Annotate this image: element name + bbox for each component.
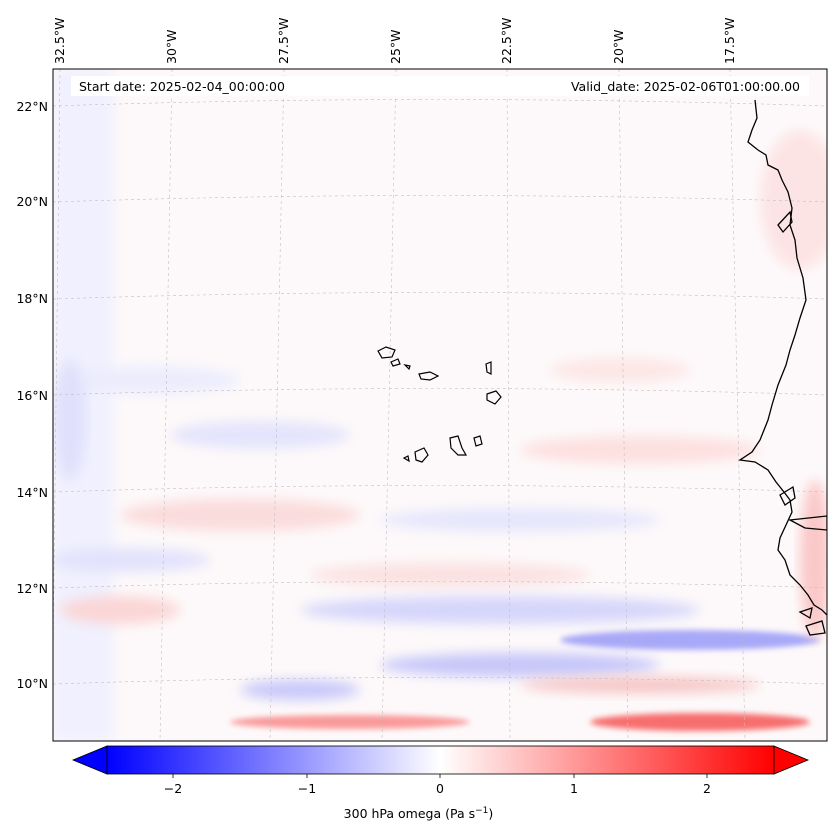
- lat-label: 18°N: [16, 291, 48, 306]
- colorbar: [71, 745, 810, 778]
- colorbar-tick-label: 2: [703, 781, 711, 796]
- colorbar-tick-label: 1: [570, 781, 578, 796]
- colorbar-extend-max: [773, 745, 810, 775]
- colorbar-extend-min: [71, 745, 108, 775]
- lat-label: 20°N: [16, 194, 48, 209]
- valid-date: Valid_date: 2025-02-06T01:00:00.00: [571, 79, 800, 94]
- lat-label: 10°N: [16, 676, 48, 691]
- cape-verde-islands: [377, 346, 502, 463]
- colorbar-tick-label: 0: [436, 781, 444, 796]
- colorbar-units-exponent: −1: [475, 806, 489, 816]
- map-frame: [52, 68, 828, 742]
- lat-label: 22°N: [16, 99, 48, 114]
- colorbar-variable: 300 hPa omega: [343, 806, 442, 822]
- colorbar-tick-label: −2: [163, 781, 183, 796]
- omega-field: [53, 69, 827, 741]
- lat-label: 14°N: [16, 485, 48, 500]
- colorbar-tick-label: −1: [297, 781, 317, 796]
- omega-field-background: [53, 69, 827, 741]
- graticule: [53, 69, 827, 741]
- lat-label: 12°N: [16, 581, 48, 596]
- lat-label: 16°N: [16, 388, 48, 403]
- colorbar-units: Pa s: [450, 806, 476, 822]
- coastline: [738, 99, 827, 636]
- colorbar-title: 300 hPa omega (Pa s−1): [343, 806, 494, 822]
- date-banner: [71, 76, 809, 96]
- colorbar-body: [106, 745, 775, 775]
- start-date: Start date: 2025-02-04_00:00:00: [79, 79, 285, 94]
